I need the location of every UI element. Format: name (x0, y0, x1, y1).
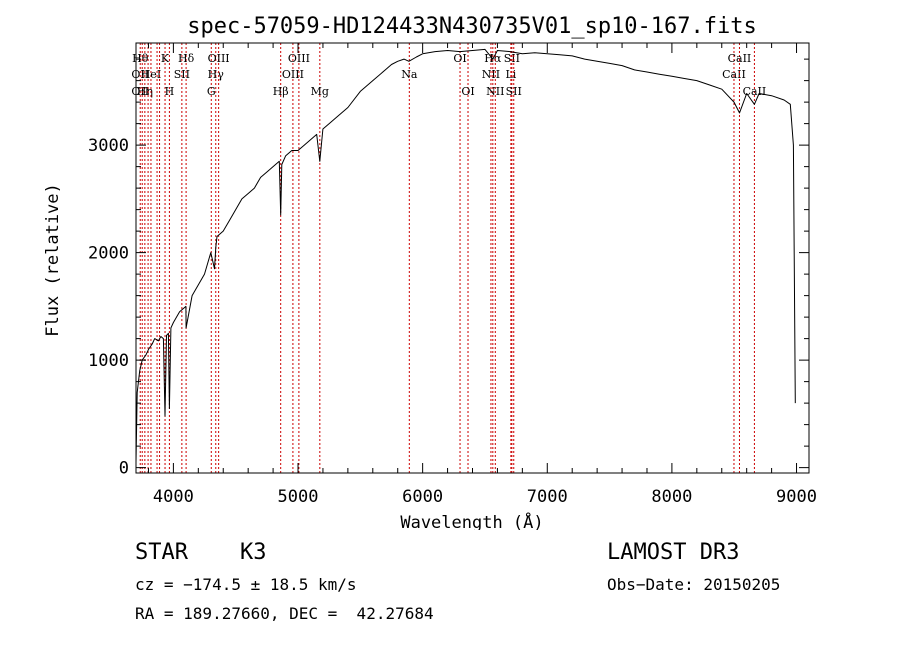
spectral-line-label: OI (461, 85, 474, 98)
spectral-line-label: Hη (137, 85, 153, 98)
spectral-line-label: G (207, 85, 216, 98)
y-tick-label: 2000 (88, 244, 129, 264)
sky-coordinates: RA = 189.27660, DEC = 42.27684 (135, 604, 434, 623)
spectral-line-label: OIII (208, 52, 230, 65)
spectral-line-label: Hγ (208, 68, 225, 81)
spectral-line-label: OIII (282, 68, 304, 81)
x-axis-label: Wavelength (Å) (400, 511, 543, 530)
spectral-line-label: CaII (743, 85, 767, 98)
spectral-subclass: K3 (240, 540, 267, 565)
y-tick-label: 3000 (88, 136, 129, 156)
plot-frame (135, 42, 810, 474)
spectral-line-label: K (161, 52, 170, 65)
observation-date: Obs−Date: 20150205 (607, 575, 781, 594)
spectrum-series (135, 48, 796, 463)
survey-name: LAMOST DR3 (607, 540, 740, 565)
spectral-line-label: Li (505, 68, 516, 81)
spectral-line-label: SII (174, 68, 190, 81)
spectral-line-label: Hδ (178, 52, 195, 65)
spectral-line-label: NII (482, 68, 500, 81)
redshift-cz: cz = −174.5 ± 18.5 km/s (135, 575, 357, 594)
spectral-line-label: OIII (288, 52, 310, 65)
spectrum-line (135, 48, 796, 463)
spectral-line-label: SII (504, 52, 520, 65)
x-tick-label: 5000 (278, 487, 319, 507)
y-axis: 0 1000 2000 3000 (88, 58, 809, 479)
spectral-line-label: Na (401, 68, 418, 81)
spectrum-chart: spec-57059-HD124433N430735V01_sp10-167.f… (43, 14, 817, 530)
x-tick-label: 4000 (153, 487, 194, 507)
spectral-line-label: CaII (728, 52, 752, 65)
spectral-line-label: H (165, 85, 175, 98)
x-tick-label: 9000 (776, 487, 817, 507)
x-tick-label: 7000 (527, 487, 568, 507)
spectral-line-label: NII (486, 85, 504, 98)
spectral-line-label: OI (453, 52, 466, 65)
object-type: STAR (135, 540, 188, 565)
spectral-line-markers: HθOIIOIIHηHeIKHSIIHδGHγOIIIHβOIIIOIIIMgN… (131, 43, 766, 473)
spectral-line-label: SII (506, 85, 522, 98)
spectral-line-label: CaII (722, 68, 746, 81)
x-axis: 4000 5000 6000 7000 8000 9000 (147, 43, 817, 507)
chart-title: spec-57059-HD124433N430735V01_sp10-167.f… (187, 14, 757, 39)
spectral-line-label: HeI (141, 68, 161, 81)
spectral-line-label: Mg (311, 85, 329, 98)
x-tick-label: 8000 (651, 487, 692, 507)
spectral-line-label: Hβ (273, 85, 289, 98)
y-axis-label: Flux (relative) (43, 183, 63, 337)
spectral-line-label: Hθ (132, 52, 149, 65)
y-tick-label: 1000 (88, 351, 129, 371)
x-tick-label: 6000 (402, 487, 443, 507)
y-tick-label: 0 (119, 459, 129, 479)
